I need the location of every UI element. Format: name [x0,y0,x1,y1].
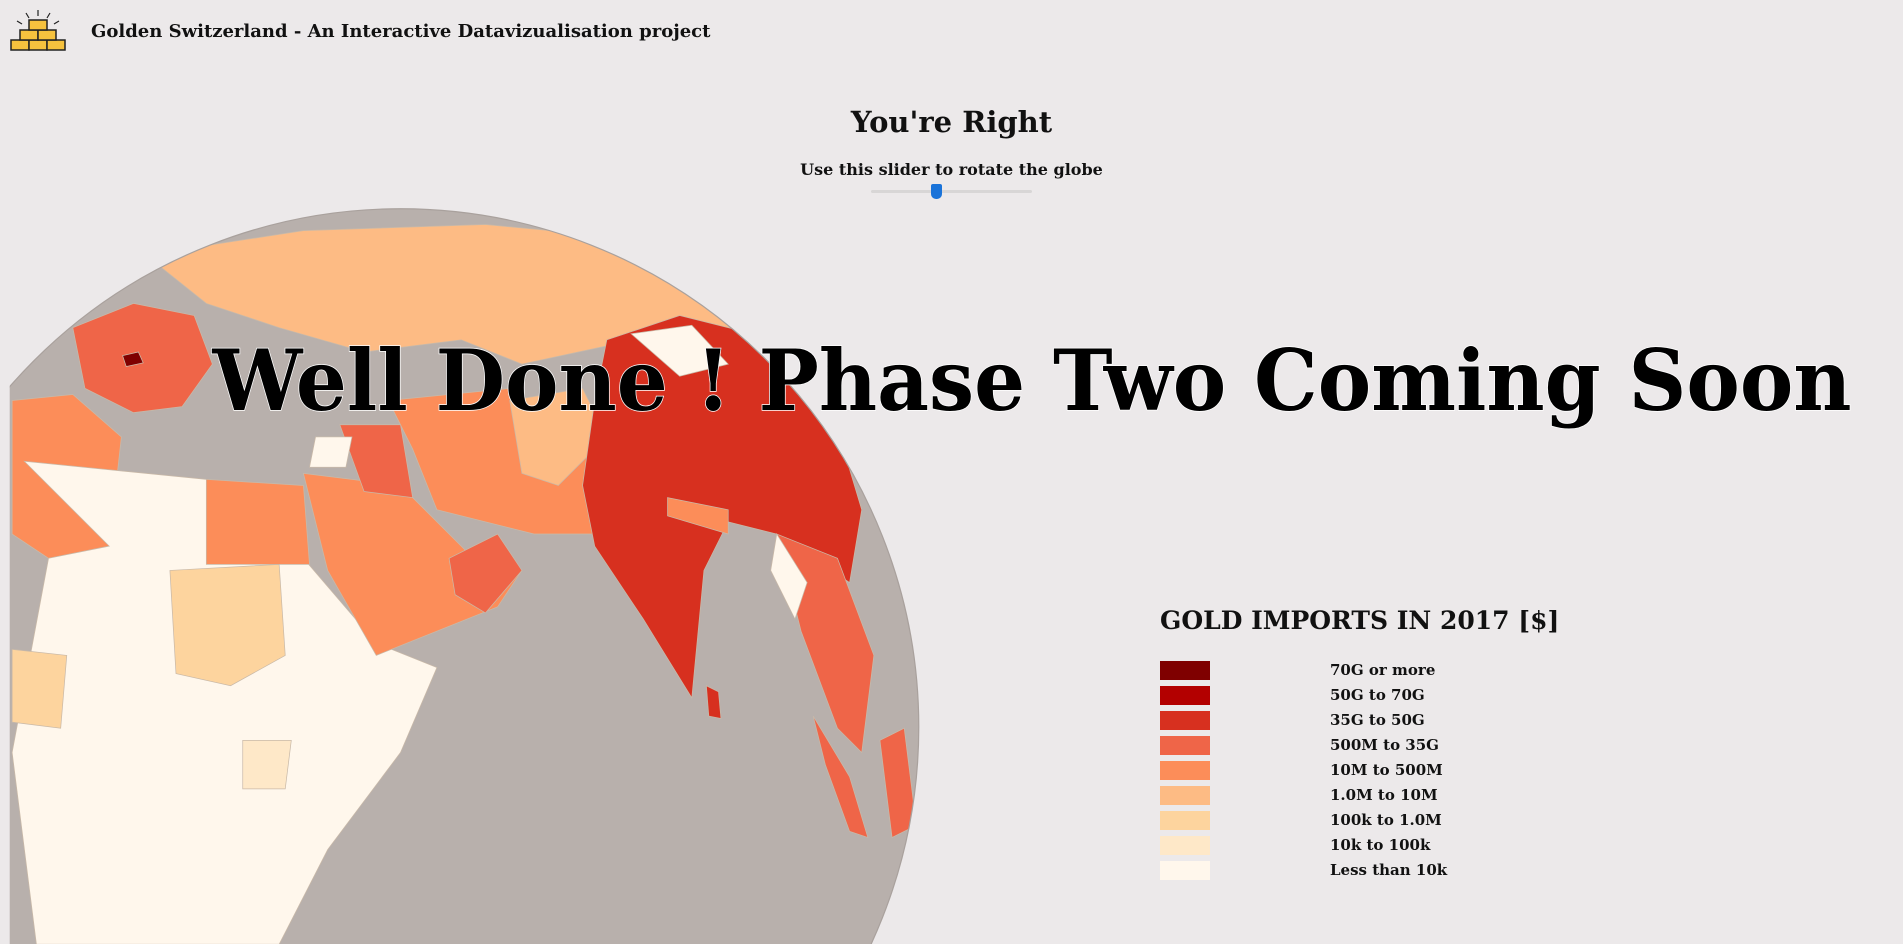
legend-swatch [1160,836,1210,855]
legend-title: GOLD IMPORTS IN 2017 [$] [1160,606,1560,635]
legend-swatch [1160,661,1210,680]
overlay-message: Well Done ! Phase Two Coming Soon [212,331,1852,430]
logo [10,10,66,51]
legend-label: 10M to 500M [1330,761,1443,779]
phase-title: You're Right [850,105,1053,139]
legend-label: 1.0M to 10M [1330,786,1438,804]
slider-label: Use this slider to rotate the globe [800,160,1103,179]
legend-swatch [1160,761,1210,780]
legend-swatch [1160,811,1210,830]
legend-label: 100k to 1.0M [1330,811,1442,829]
legend-label: 70G or more [1330,661,1436,679]
legend-label: 500M to 35G [1330,736,1439,754]
legend-swatch [1160,686,1210,705]
slider-thumb[interactable] [931,184,942,199]
legend-label: 35G to 50G [1330,711,1425,729]
legend-swatch [1160,861,1210,880]
site-title: Golden Switzerland - An Interactive Data… [91,21,711,42]
globe[interactable] [0,208,920,944]
legend-swatch [1160,736,1210,755]
legend-label: 50G to 70G [1330,686,1425,704]
legend-swatch [1160,711,1210,730]
rotation-slider[interactable] [871,184,1032,199]
legend-label: 10k to 100k [1330,836,1431,854]
legend-swatch [1160,786,1210,805]
legend-label: Less than 10k [1330,861,1448,879]
